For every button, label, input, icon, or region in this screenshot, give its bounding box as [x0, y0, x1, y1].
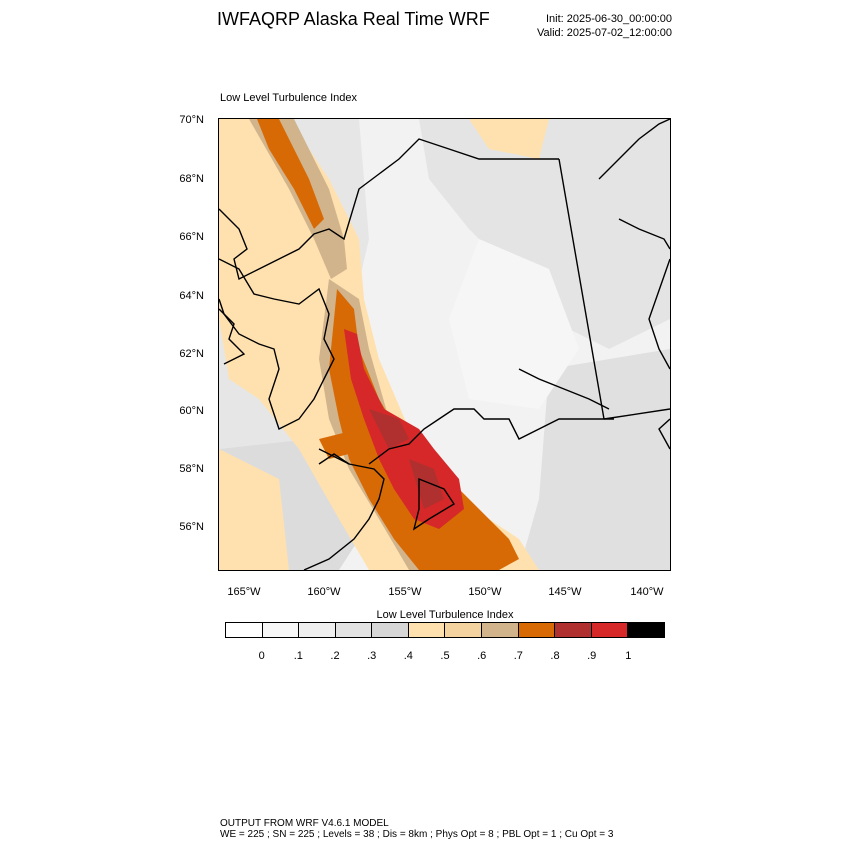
- lon-label: 140°W: [630, 586, 664, 598]
- map-field: [219, 119, 670, 570]
- lat-label: 68°N: [179, 173, 204, 185]
- lat-label: 70°N: [179, 114, 204, 126]
- colorbar-label: .9: [587, 650, 597, 662]
- lon-label: 160°W: [307, 586, 341, 598]
- colorbar-swatch: [408, 623, 446, 637]
- colorbar-label: .7: [513, 650, 523, 662]
- colorbar-swatch: [628, 623, 664, 637]
- colorbar-swatch: [262, 623, 300, 637]
- colorbar-swatch: [226, 623, 263, 637]
- colorbar-label: .2: [330, 650, 340, 662]
- lat-label: 62°N: [179, 348, 204, 360]
- colorbar-swatch: [299, 623, 336, 637]
- colorbar-swatch: [482, 623, 519, 637]
- map-subtitle: Low Level Turbulence Index: [220, 92, 357, 104]
- colorbar-label: 0: [258, 650, 265, 662]
- plot-title: IWFAQRP Alaska Real Time WRF: [217, 9, 490, 29]
- lat-label: 60°N: [179, 405, 204, 417]
- colorbar-label: .3: [367, 650, 377, 662]
- lat-label: 56°N: [179, 521, 204, 533]
- colorbar-swatch: [518, 623, 556, 637]
- lon-label: 150°W: [468, 586, 502, 598]
- lon-label: 155°W: [388, 586, 422, 598]
- colorbar: [225, 622, 665, 638]
- valid-time: Valid: 2025-07-02_12:00:00: [537, 27, 672, 39]
- colorbar-swatch: [555, 623, 592, 637]
- lon-label: 145°W: [548, 586, 582, 598]
- lon-label: 165°W: [227, 586, 261, 598]
- footer-params: WE = 225 ; SN = 225 ; Levels = 38 ; Dis …: [220, 829, 614, 840]
- footer-model: OUTPUT FROM WRF V4.6.1 MODEL: [220, 818, 389, 829]
- colorbar-label: .1: [293, 650, 303, 662]
- colorbar-label: .4: [403, 650, 413, 662]
- turbulence-map: [218, 118, 671, 571]
- colorbar-label: .6: [477, 650, 487, 662]
- colorbar-label: .5: [440, 650, 450, 662]
- colorbar-label: 1: [625, 650, 632, 662]
- lat-label: 58°N: [179, 463, 204, 475]
- lat-label: 66°N: [179, 231, 204, 243]
- colorbar-title: Low Level Turbulence Index: [376, 609, 514, 621]
- lat-label: 64°N: [179, 290, 204, 302]
- colorbar-swatch: [335, 623, 373, 637]
- colorbar-swatch: [591, 623, 629, 637]
- colorbar-label: .8: [550, 650, 560, 662]
- colorbar-swatch: [372, 623, 409, 637]
- init-time: Init: 2025-06-30_00:00:00: [546, 13, 672, 25]
- colorbar-swatch: [445, 623, 483, 637]
